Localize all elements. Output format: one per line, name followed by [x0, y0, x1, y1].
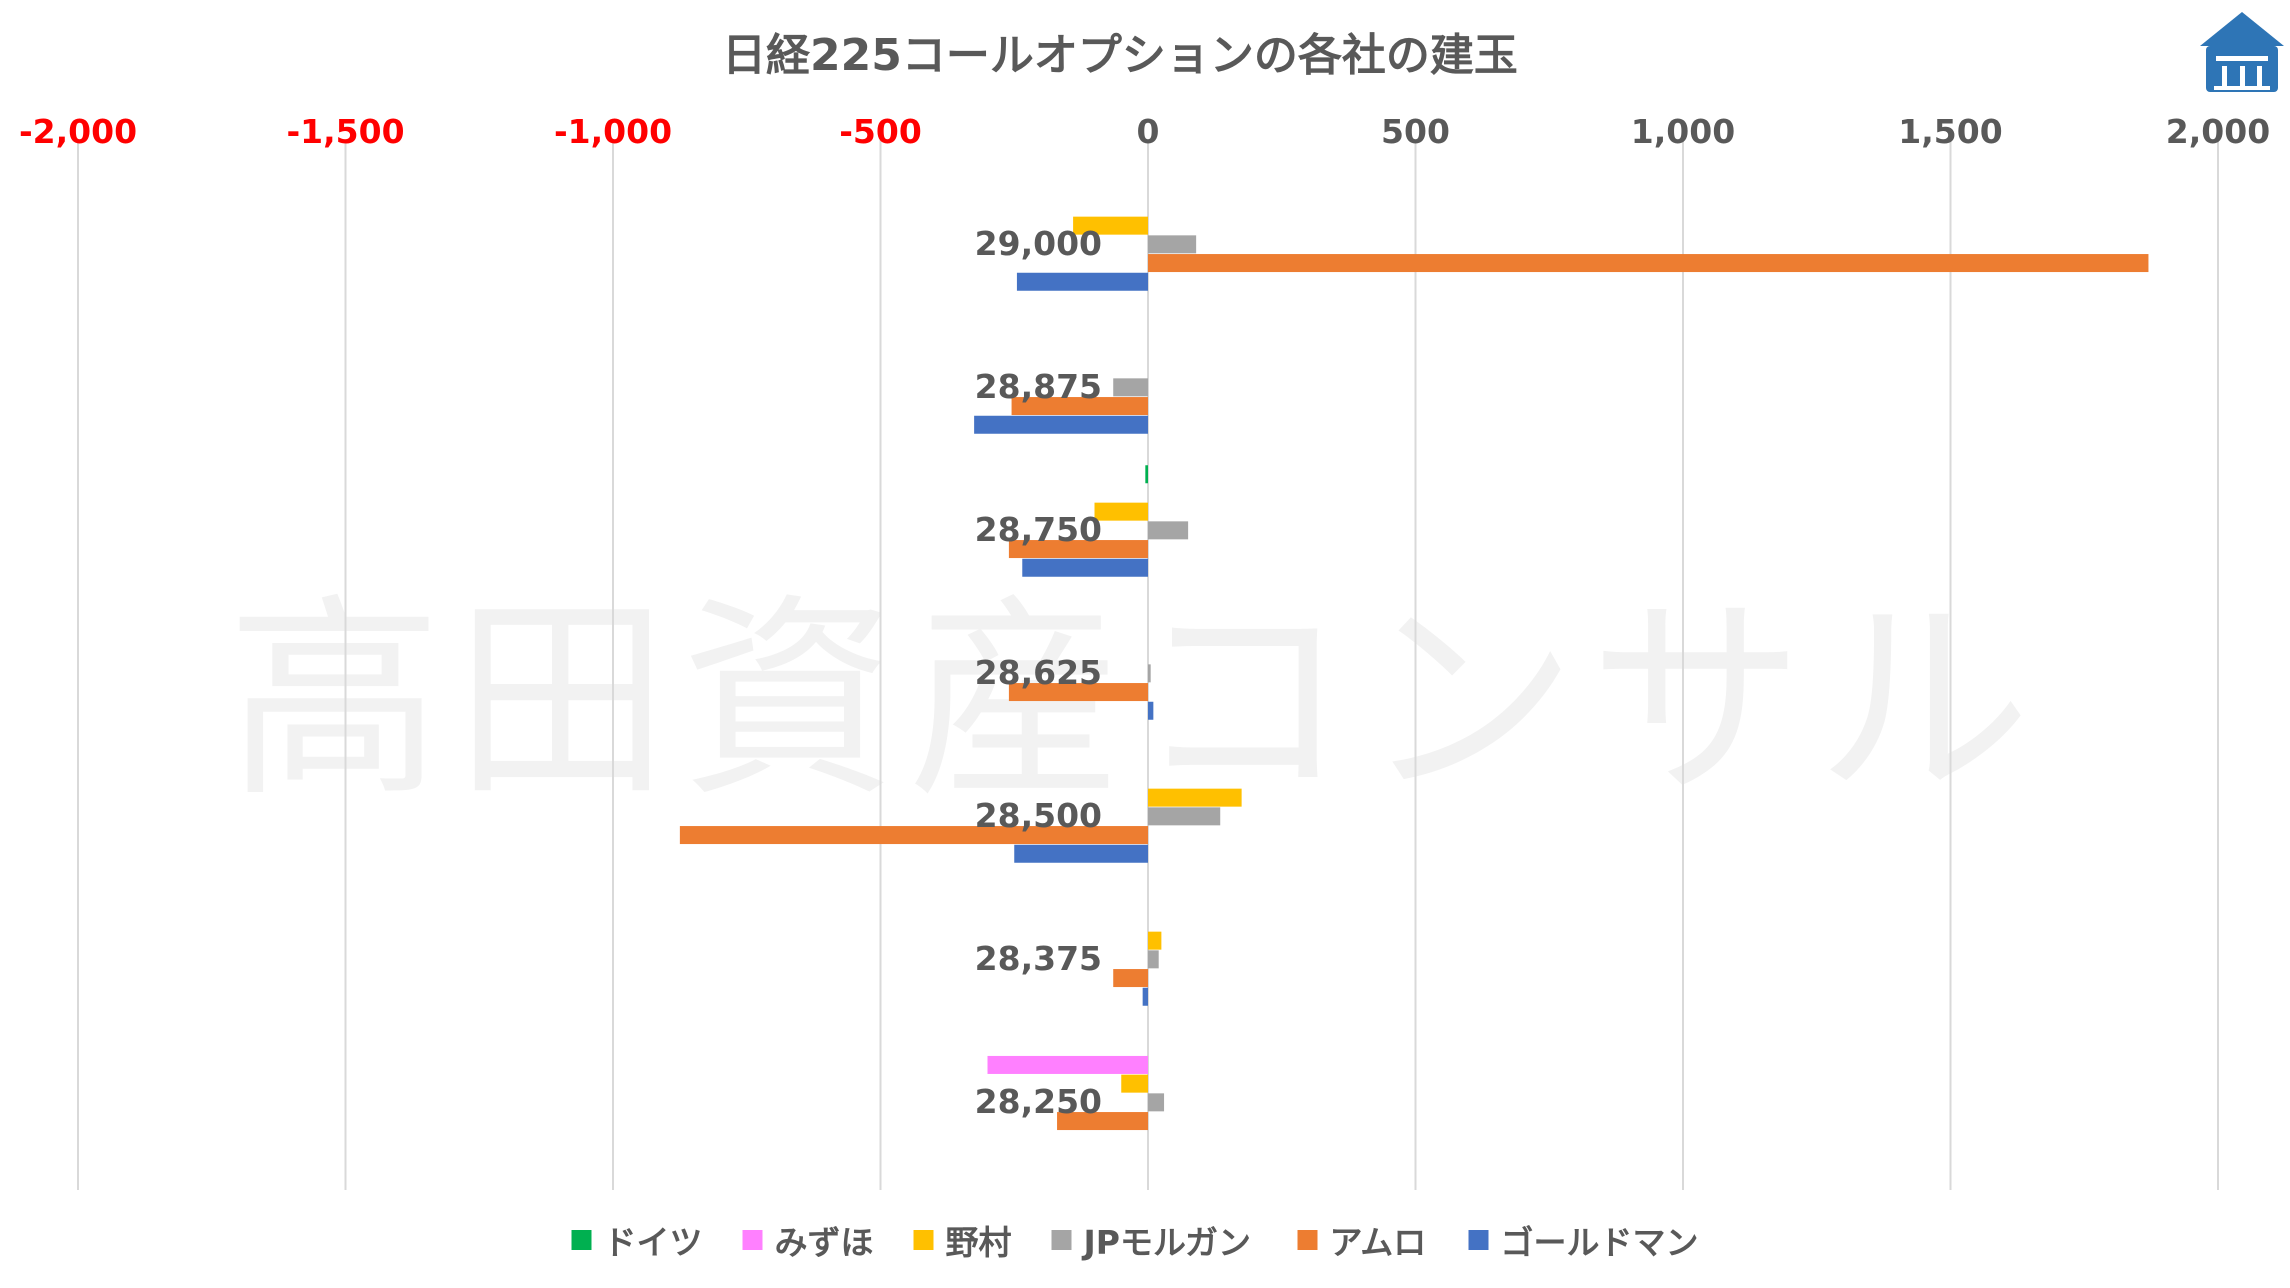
bar	[974, 415, 1148, 434]
bar	[1008, 683, 1148, 702]
legend-label: みずほ	[775, 1223, 874, 1262]
bar	[1142, 987, 1148, 1006]
bar	[1148, 664, 1151, 683]
bar	[1057, 1112, 1148, 1131]
bar	[1113, 378, 1148, 397]
bar	[1008, 540, 1148, 559]
x-tick-label: -1,000	[554, 112, 672, 151]
bar	[1121, 1074, 1148, 1093]
category-label: 28,625	[975, 653, 1102, 692]
legend-swatch	[1297, 1230, 1318, 1250]
legend-label: ドイツ	[604, 1223, 703, 1262]
bar	[1148, 235, 1197, 254]
bar	[1148, 950, 1159, 969]
bar	[1073, 216, 1148, 235]
bar	[987, 1055, 1148, 1074]
category-label: 28,875	[975, 367, 1102, 406]
bar	[679, 826, 1148, 845]
bar	[1014, 844, 1148, 863]
legend-item: 野村	[913, 1223, 1012, 1262]
x-tick-label: 0	[1137, 112, 1160, 151]
legend-label: 野村	[946, 1223, 1012, 1262]
bar	[1148, 931, 1162, 950]
legend-swatch	[1051, 1230, 1072, 1250]
bar	[1148, 1093, 1165, 1112]
bar	[1016, 272, 1148, 291]
bar	[1148, 788, 1242, 807]
x-tick-label: -1,500	[286, 112, 404, 151]
category-label: 28,250	[975, 1082, 1102, 1121]
bar	[1148, 254, 2149, 273]
chart-title: 日経225コールオプションの各社の建玉	[722, 30, 1518, 81]
legend-swatch	[1468, 1230, 1489, 1250]
x-tick-label: 500	[1381, 112, 1450, 151]
legend-swatch	[571, 1230, 592, 1250]
x-tick-label: 1,000	[1631, 112, 1735, 151]
legend-item: ゴールドマン	[1468, 1223, 1699, 1262]
x-tick-label: 2,000	[2166, 112, 2270, 151]
bar	[1113, 969, 1148, 988]
bar	[1148, 807, 1221, 826]
bar	[1148, 701, 1154, 720]
bar	[1094, 502, 1148, 521]
category-label: 28,375	[975, 939, 1102, 978]
category-label: 29,000	[975, 224, 1102, 263]
legend-item: アムロ	[1297, 1223, 1427, 1262]
bar	[1145, 465, 1148, 484]
legend-swatch	[742, 1230, 763, 1250]
legend-label: ゴールドマン	[1501, 1223, 1699, 1262]
x-tick-label: -2,000	[19, 112, 137, 151]
legend-swatch	[913, 1230, 934, 1250]
x-tick-label: 1,500	[1898, 112, 2002, 151]
legend-label: JPモルガン	[1082, 1223, 1251, 1262]
legend-item: JPモルガン	[1051, 1223, 1251, 1262]
bar	[1011, 397, 1148, 416]
x-tick-label: -500	[839, 112, 922, 151]
bar	[1022, 558, 1148, 577]
category-label: 28,500	[975, 796, 1102, 835]
house-logo-icon	[2200, 12, 2284, 92]
legend-label: アムロ	[1330, 1223, 1427, 1262]
legend-item: ドイツ	[571, 1223, 703, 1262]
bar	[1148, 521, 1189, 540]
legend-item: みずほ	[742, 1223, 874, 1262]
category-label: 28,750	[975, 510, 1102, 549]
